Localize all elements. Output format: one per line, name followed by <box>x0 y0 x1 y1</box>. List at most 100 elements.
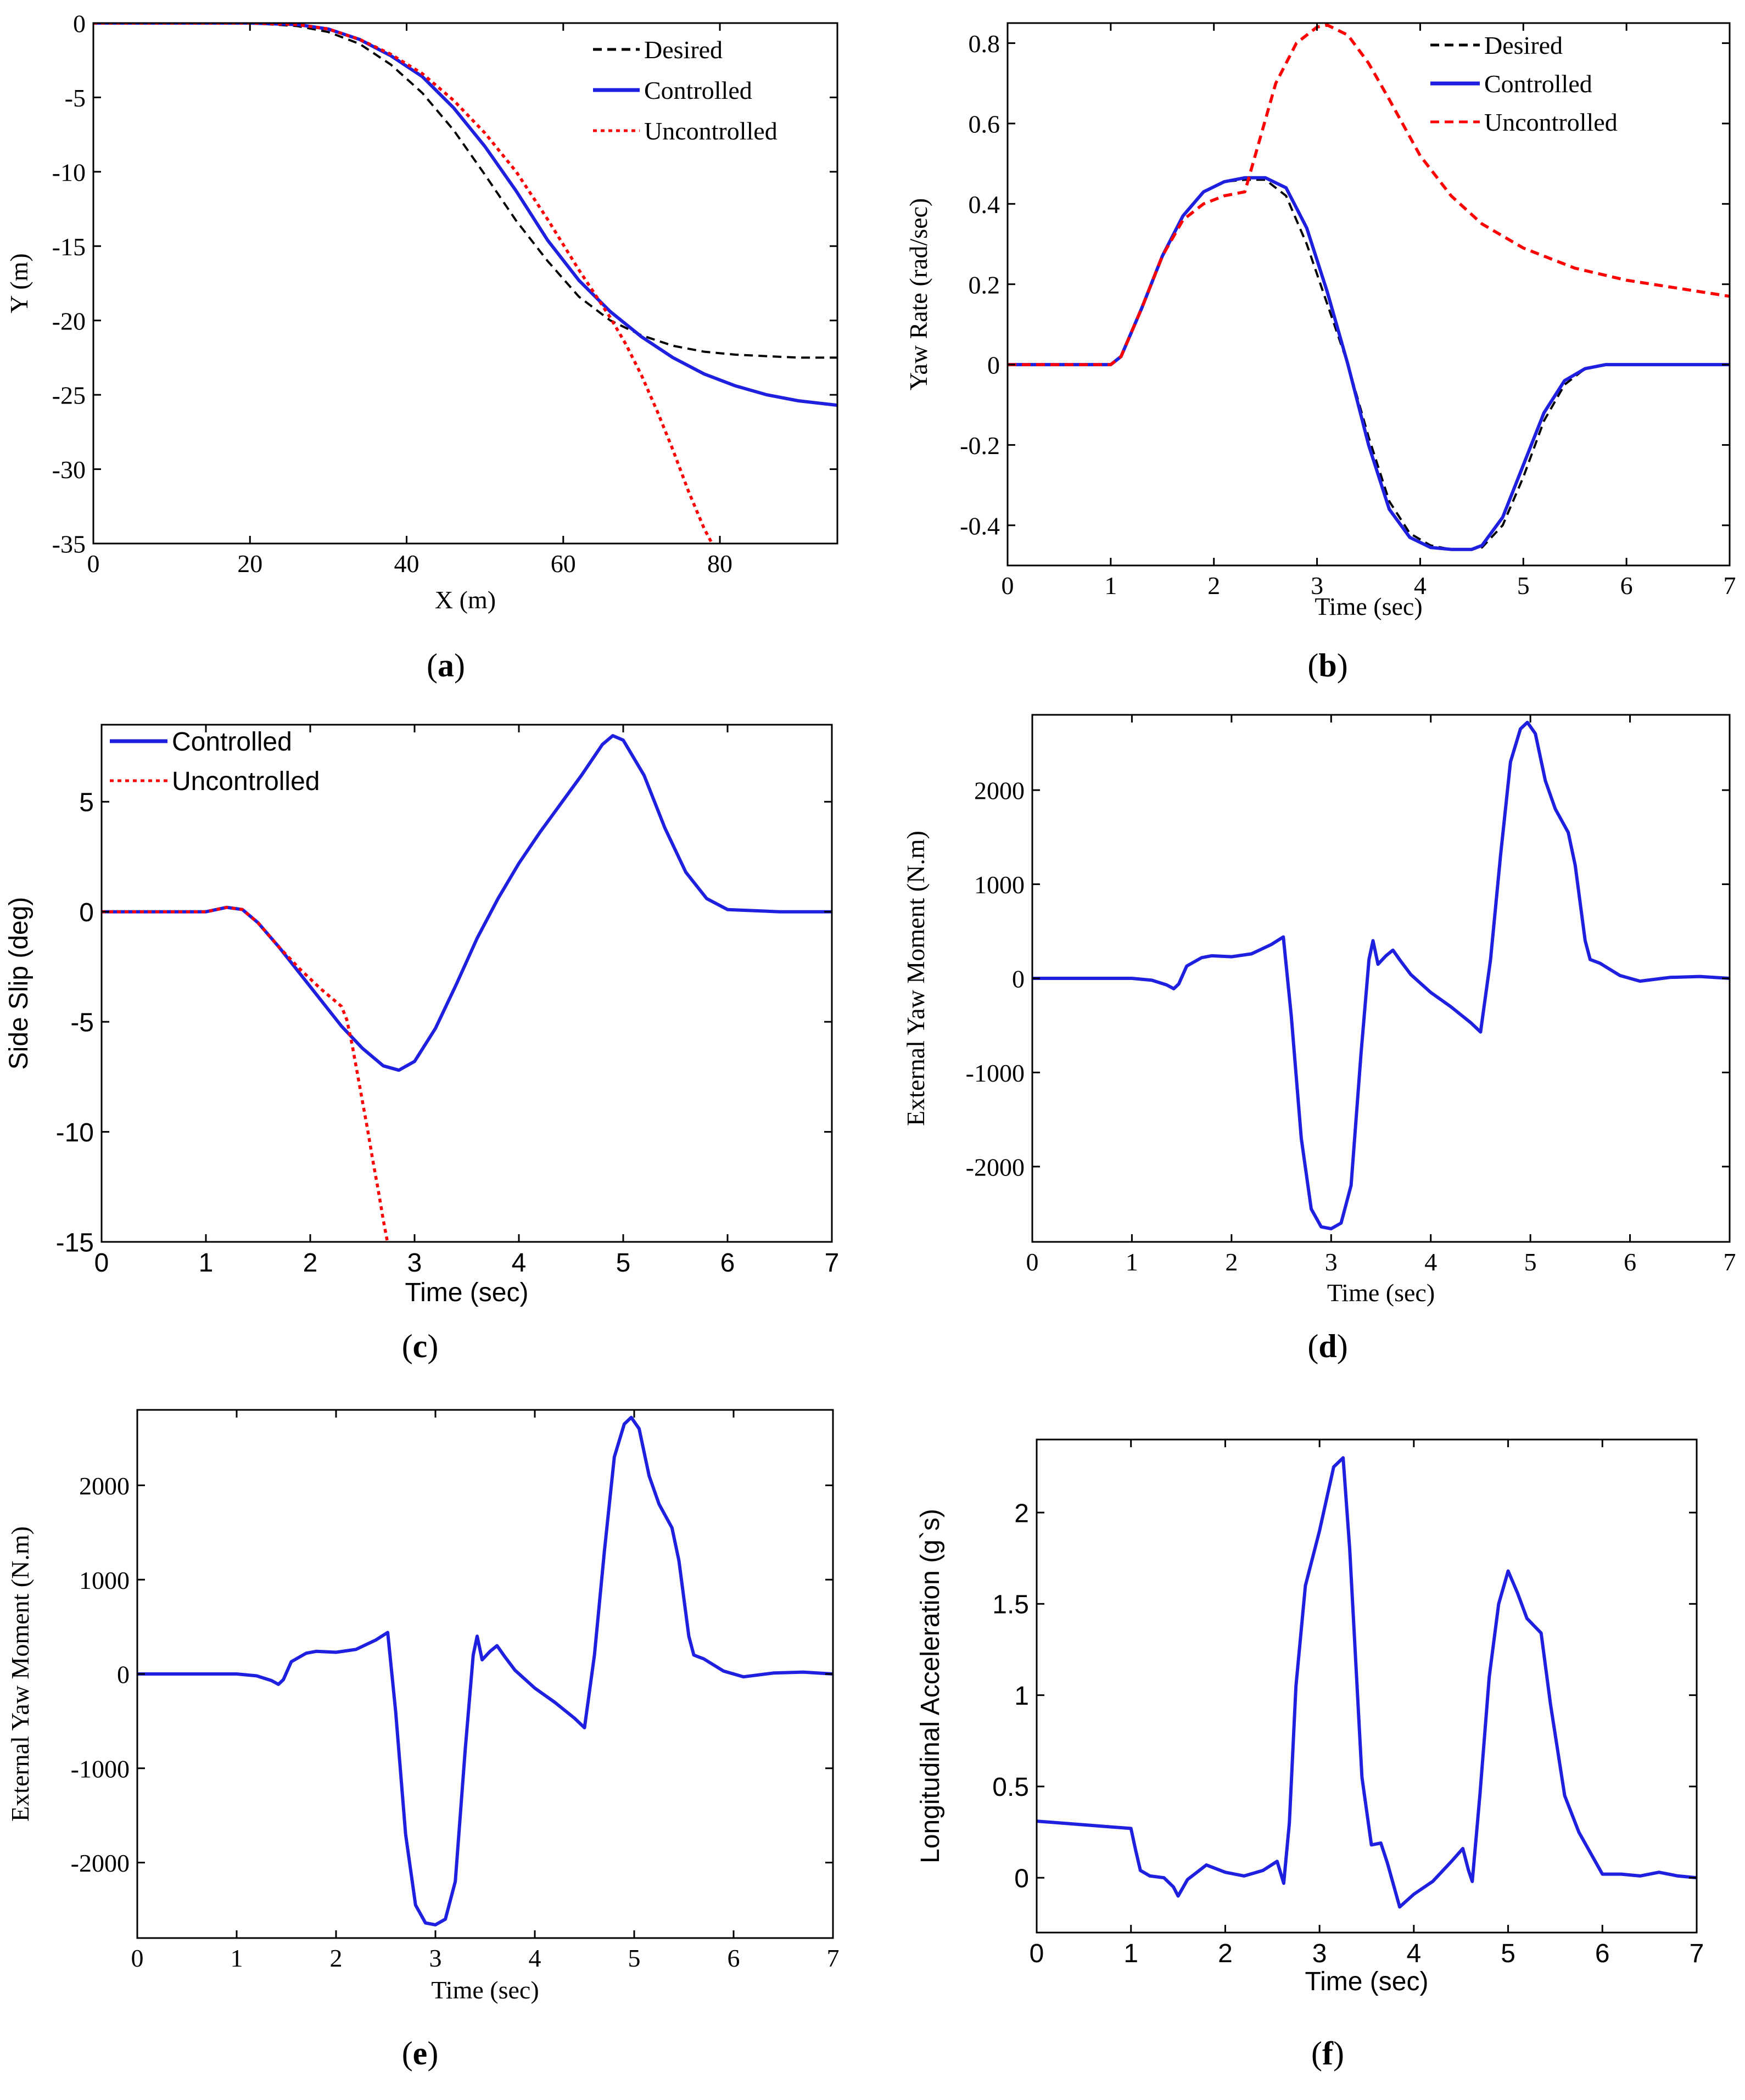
x-tick-label: 1 <box>1104 572 1117 600</box>
x-tick-label: 2 <box>330 1944 343 1972</box>
x-axis-label: Time (sec) <box>1327 1279 1435 1307</box>
x-tick-label: 4 <box>529 1944 541 1972</box>
series-line-controlled <box>1032 720 1730 1230</box>
x-tick-label: 1 <box>1126 1248 1138 1276</box>
legend-label-uncontrolled: Uncontrolled <box>644 117 778 145</box>
y-tick-label: 0 <box>1012 965 1025 993</box>
x-tick-label: 1 <box>1123 1939 1138 1968</box>
plot-frame <box>1006 22 1731 567</box>
y-tick-label: 0.2 <box>969 271 1000 299</box>
x-tick-label: 4 <box>1407 1939 1422 1968</box>
legend-label-uncontrolled: Uncontrolled <box>172 767 320 796</box>
y-tick-label: -2000 <box>71 1849 130 1877</box>
x-tick-label: 6 <box>720 1248 735 1278</box>
y-tick-label: 2000 <box>974 777 1025 805</box>
y-axis-label: Yaw Rate (rad/sec) <box>904 198 932 390</box>
panel-caption: (e) <box>402 2035 439 2071</box>
x-tick-label: 3 <box>429 1944 442 1972</box>
legend-label-controlled: Controlled <box>644 76 752 104</box>
panel-caption: (c) <box>402 1328 439 1364</box>
panel-a: 0 20 40 60 80 0 -5 -10 -15 -20 -25 -30 -35 X (m) Y (m)… <box>5 10 838 684</box>
series-line-controlled <box>1008 176 1730 551</box>
x-tick-label: 2 <box>1225 1248 1238 1276</box>
panel-caption: (d) <box>1307 1328 1347 1364</box>
y-tick-label: 0 <box>117 1661 130 1689</box>
plot-frame <box>1036 1438 1698 1934</box>
x-tick-label: 6 <box>1620 572 1633 600</box>
x-tick-label: 5 <box>616 1248 631 1278</box>
x-tick-label: 40 <box>394 550 420 578</box>
y-tick-label: -2000 <box>966 1153 1025 1181</box>
x-tick-label: 4 <box>1414 572 1427 600</box>
x-tick-label: 2 <box>1207 572 1220 600</box>
panel-b: 0 1 2 3 4 5 6 7 0.8 0.6 0.4 0.2 0 -0.2 -0.4 Time (sec) Y… <box>904 22 1736 684</box>
y-tick-label: -30 <box>52 456 86 484</box>
y-tick-label: 1000 <box>974 871 1025 899</box>
y-tick-label: 1000 <box>79 1566 130 1594</box>
x-tick-label: 5 <box>1517 572 1530 600</box>
y-tick-label: 0.4 <box>969 191 1000 219</box>
x-tick-label: 7 <box>825 1248 840 1278</box>
y-tick-label: 0.8 <box>969 30 1000 58</box>
y-tick-label: 2 <box>1014 1499 1029 1528</box>
x-tick-label: 0 <box>1002 572 1014 600</box>
y-tick-label: -0.2 <box>960 432 1000 460</box>
x-tick-label: 3 <box>1312 1939 1327 1968</box>
y-tick-label: -15 <box>52 233 86 261</box>
x-axis-label: Time (sec) <box>1315 592 1422 620</box>
y-axis-label: Longitudinal Acceleration (g`s) <box>916 1509 945 1863</box>
y-tick-label: -15 <box>56 1228 94 1257</box>
x-tick-label: 2 <box>1218 1939 1233 1968</box>
legend-label-controlled: Controlled <box>1484 70 1592 98</box>
panel-c: 0 1 2 3 4 5 6 7 5 0 -5 -10 -15 Time (sec) Side Slip (d… <box>4 724 840 1364</box>
x-tick-label: 3 <box>1325 1248 1338 1276</box>
x-tick-label: 0 <box>1026 1248 1039 1276</box>
x-tick-label: 7 <box>1690 1939 1704 1968</box>
y-axis-label: External Yaw Moment (N.m) <box>902 831 930 1126</box>
y-tick-label: 0.5 <box>992 1773 1029 1802</box>
panel-caption: (a) <box>427 647 465 684</box>
x-tick-label: 2 <box>303 1248 318 1278</box>
y-tick-label: 0.6 <box>969 110 1000 138</box>
panel-f: 0 1 2 3 4 5 6 7 2 1.5 1 0.5 0 Time (sec) Longitudinal … <box>916 1438 1704 2071</box>
y-tick-label: -10 <box>56 1118 94 1147</box>
legend-label-desired: Desired <box>644 36 723 64</box>
y-tick-label: 0 <box>79 898 94 927</box>
series-line-uncontrolled <box>102 905 389 1242</box>
series-line-desired <box>93 23 837 359</box>
x-tick-label: 3 <box>407 1248 422 1278</box>
y-tick-label: -10 <box>52 158 86 186</box>
y-tick-label: -5 <box>65 84 86 112</box>
x-tick-label: 6 <box>1595 1939 1610 1968</box>
panel-e: 0 1 2 3 4 5 6 7 2000 1000 0 -1000 -2000 Time (sec) Ext… <box>6 1409 840 2071</box>
x-tick-label: 7 <box>827 1944 840 1972</box>
y-tick-label: -0.4 <box>960 512 1000 540</box>
x-tick-label: 7 <box>1724 1248 1736 1276</box>
legend-label-uncontrolled: Uncontrolled <box>1484 108 1618 136</box>
x-tick-label: 0 <box>87 550 100 578</box>
y-tick-label: -1000 <box>71 1755 130 1783</box>
x-axis-label: X (m) <box>435 586 496 614</box>
series-line-uncontrolled <box>93 23 714 544</box>
x-axis-label: Time (sec) <box>1305 1967 1429 1996</box>
y-tick-label: -25 <box>52 382 86 410</box>
x-tick-label: 0 <box>94 1248 109 1278</box>
x-tick-label: 20 <box>237 550 262 578</box>
x-tick-label: 80 <box>707 550 732 578</box>
x-axis-label: Time (sec) <box>431 1976 539 2004</box>
y-axis-label: Side Slip (deg) <box>4 897 33 1070</box>
series-line-controlled <box>137 1415 833 1927</box>
series-line-controlled <box>1037 1456 1697 1909</box>
y-tick-label: 1 <box>1014 1682 1029 1711</box>
plot-frame <box>100 724 833 1243</box>
x-axis-label: Time (sec) <box>405 1278 529 1307</box>
y-tick-label: -1000 <box>966 1059 1025 1087</box>
panel-d: 0 1 2 3 4 5 6 7 2000 1000 0 -1000 -2000 Time (sec) Ext… <box>902 714 1736 1364</box>
x-tick-label: 6 <box>1624 1248 1636 1276</box>
legend-label-controlled: Controlled <box>172 727 292 757</box>
y-tick-label: 1.5 <box>992 1591 1029 1620</box>
panels: 0 20 40 60 800-5-10-15-20-25-30-35X (m)Y (m)… <box>4 10 1736 2071</box>
x-tick-label: 0 <box>1030 1939 1044 1968</box>
y-axis-label: Y (m) <box>5 253 33 313</box>
